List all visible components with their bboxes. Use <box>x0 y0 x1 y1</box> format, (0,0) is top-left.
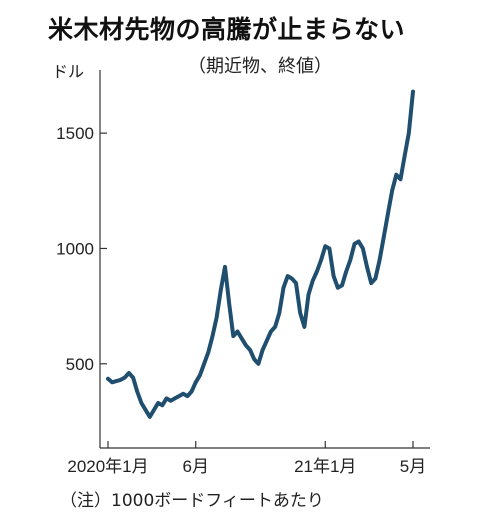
x-tick-label: 21年1月 <box>294 457 356 476</box>
x-tick-label: 6月 <box>183 457 209 476</box>
y-tick-label: 500 <box>66 355 94 374</box>
chart-title: 米木材先物の高騰が止まらない <box>48 15 406 44</box>
price-series-line <box>106 89 415 419</box>
y-tick-label: 1000 <box>56 239 94 258</box>
y-tick-label: 1500 <box>56 124 94 143</box>
chart-subtitle: （期近物、終値） <box>188 56 332 77</box>
x-tick-label: 5月 <box>400 457 426 476</box>
y-axis-unit-label: ドル <box>52 62 85 81</box>
x-tick-label: 2020年1月 <box>67 457 148 476</box>
chart-note: （注）1000ボードフィートあたり <box>60 491 324 511</box>
